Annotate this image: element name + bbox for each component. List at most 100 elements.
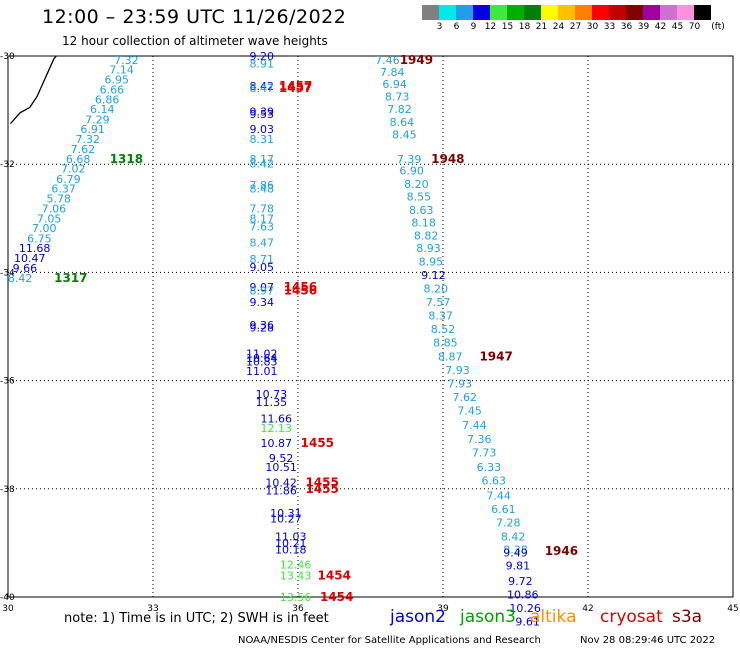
swh-value-label: 9.28 bbox=[250, 322, 275, 335]
swh-value-label: 8.42 bbox=[501, 530, 526, 543]
pass-time-label: 1456 bbox=[284, 283, 317, 297]
colorbar-swatch bbox=[524, 5, 541, 20]
swh-value-label: 10.21 bbox=[275, 537, 307, 550]
swh-value-label: 7.32 bbox=[114, 54, 139, 67]
swh-value-label: 9.07 bbox=[250, 281, 275, 294]
swh-value-label: 9.36 bbox=[250, 319, 275, 332]
swh-value-label: 7.44 bbox=[486, 489, 511, 502]
coastline bbox=[9, 55, 57, 125]
swh-value-label: 10.83 bbox=[246, 356, 278, 369]
swh-value-label: 9.66 bbox=[13, 262, 38, 275]
swh-value-label: 8.97 bbox=[250, 284, 275, 297]
colorbar-unit: (ft) bbox=[711, 22, 725, 32]
swh-value-label: 7.82 bbox=[387, 103, 412, 116]
map-subtitle: 12 hour collection of altimeter wave hei… bbox=[62, 34, 328, 48]
swh-value-label: 11.01 bbox=[246, 365, 278, 378]
swh-value-label: 9.81 bbox=[506, 560, 531, 573]
swh-value-label: 8.95 bbox=[419, 256, 444, 269]
swh-value-label: 10.51 bbox=[265, 461, 297, 474]
swh-value-label: 8.85 bbox=[433, 337, 458, 350]
colorbar-tick: 15 bbox=[501, 22, 514, 32]
swh-value-label: 7.36 bbox=[467, 433, 492, 446]
swh-value-label: 11.66 bbox=[261, 412, 293, 425]
colorbar-swatch bbox=[439, 5, 456, 20]
swh-value-label: 9.12 bbox=[421, 269, 446, 282]
colorbar-swatch bbox=[626, 5, 643, 20]
swh-value-label: 6.91 bbox=[80, 123, 105, 136]
swh-value-label: 7.14 bbox=[109, 64, 134, 77]
colorbar-tick: 3 bbox=[436, 22, 443, 32]
colorbar-tick: 24 bbox=[552, 22, 565, 32]
colorbar-swatch bbox=[422, 5, 439, 20]
footnote: note: 1) Time is in UTC; 2) SWH is in fe… bbox=[64, 611, 329, 626]
colorbar-swatch bbox=[558, 5, 575, 20]
satellite-legend-s3a: s3a bbox=[672, 607, 703, 627]
swh-value-label: 8.91 bbox=[250, 58, 275, 71]
pass-time-label: 1948 bbox=[431, 152, 464, 166]
pass-time-label: 1455 bbox=[301, 436, 334, 450]
swh-value-label: 6.68 bbox=[66, 153, 91, 166]
swh-value-label: 8.37 bbox=[428, 310, 453, 323]
pass-time-label: 1457 bbox=[279, 79, 312, 93]
colorbar-swatch bbox=[609, 5, 626, 20]
pass-time-label: 1454 bbox=[318, 568, 351, 582]
swh-value-label: 7.62 bbox=[71, 143, 96, 156]
colorbar-swatch bbox=[507, 5, 524, 20]
swh-value-label: 10.18 bbox=[275, 543, 307, 556]
swh-value-label: 8.73 bbox=[385, 91, 410, 104]
pass-time-label: 1317 bbox=[54, 271, 87, 285]
wave-height-labels: 7.327.146.956.666.866.147.296.917.327.62… bbox=[8, 50, 541, 628]
swh-value-label: 12.13 bbox=[261, 422, 293, 435]
swh-value-label: 9.53 bbox=[250, 108, 275, 121]
swh-value-label: 6.33 bbox=[477, 461, 502, 474]
colorbar-tick: 42 bbox=[654, 22, 667, 32]
swh-value-label: 9.03 bbox=[250, 123, 275, 136]
swh-value-label: 7.62 bbox=[453, 391, 478, 404]
pass-time-label: 1946 bbox=[545, 544, 578, 558]
y-tick-label: -36 bbox=[0, 377, 15, 387]
swh-value-label: 9.72 bbox=[508, 575, 533, 588]
colorbar-swatch bbox=[660, 5, 677, 20]
swh-value-label: 7.02 bbox=[61, 163, 86, 176]
x-tick-label: 36 bbox=[292, 604, 304, 614]
satellite-legend-cryosat: cryosat bbox=[600, 607, 663, 627]
colorbar-tick: 6 bbox=[453, 22, 460, 32]
swh-value-label: 10.31 bbox=[270, 507, 302, 520]
y-tick-label: -38 bbox=[0, 485, 15, 495]
swh-value-label: 7.06 bbox=[42, 203, 67, 216]
swh-value-label: 8.82 bbox=[414, 230, 439, 243]
swh-value-label: 9.39 bbox=[250, 106, 275, 119]
swh-value-label: 9.49 bbox=[503, 547, 528, 560]
colorbar-swatch bbox=[541, 5, 558, 20]
swh-value-label: 8.17 bbox=[250, 153, 275, 166]
colorbar-swatch bbox=[643, 5, 660, 20]
swh-value-label: 6.37 bbox=[51, 183, 76, 196]
swh-value-label: 8.31 bbox=[250, 133, 275, 146]
swh-value-label: 7.39 bbox=[397, 153, 422, 166]
swh-value-label: 10.47 bbox=[14, 252, 46, 265]
colorbar-tick: 12 bbox=[484, 22, 497, 32]
colorbar-swatch bbox=[677, 5, 694, 20]
credit-line: NOAA/NESDIS Center for Satellite Applica… bbox=[238, 635, 541, 646]
x-tick-label: 39 bbox=[437, 604, 449, 614]
swh-value-label: 8.47 bbox=[250, 82, 275, 95]
swh-value-label: 11.35 bbox=[256, 396, 288, 409]
colorbar-tick: 33 bbox=[603, 22, 616, 32]
swh-value-label: 7.00 bbox=[32, 222, 57, 235]
swh-value-label: 7.57 bbox=[426, 296, 451, 309]
swh-value-label: 6.63 bbox=[482, 475, 507, 488]
y-tick-label: -32 bbox=[0, 160, 15, 170]
swh-value-label: 6.75 bbox=[27, 232, 52, 245]
swh-value-label: 6.86 bbox=[95, 93, 120, 106]
pass-time-label: 1455 bbox=[305, 475, 338, 489]
pass-time-label: 1949 bbox=[400, 53, 433, 67]
x-tick-label: 33 bbox=[147, 604, 158, 614]
swh-value-label: 6.79 bbox=[56, 173, 81, 186]
swh-value-label: 8.87 bbox=[438, 350, 463, 363]
swh-value-label: 7.32 bbox=[76, 133, 101, 146]
satellite-legend-jason3: jason3 bbox=[460, 607, 516, 627]
colorbar-swatch bbox=[575, 5, 592, 20]
map-frame bbox=[7, 55, 734, 598]
x-tick-label: 45 bbox=[727, 604, 738, 614]
colorbar-swatch bbox=[456, 5, 473, 20]
